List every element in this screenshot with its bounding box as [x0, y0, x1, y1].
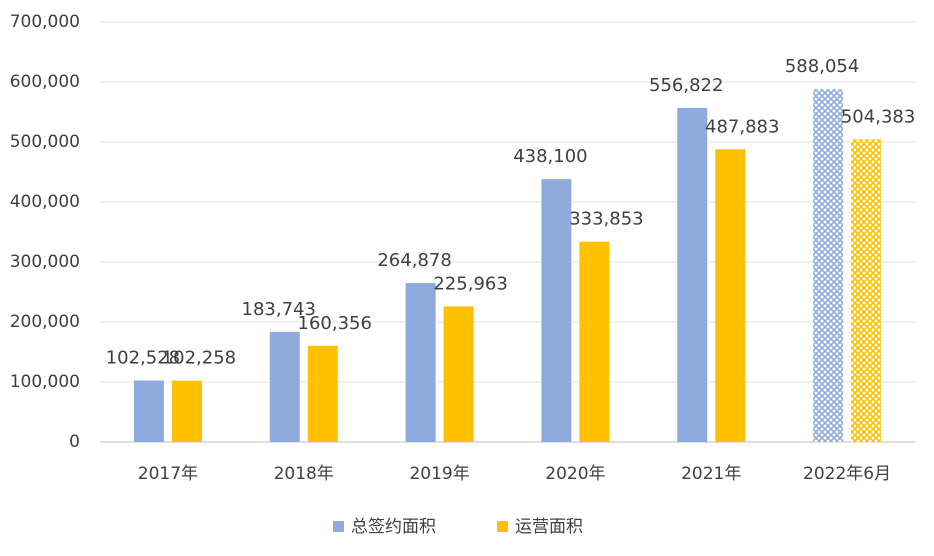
y-tick-label: 200,000	[10, 312, 80, 332]
x-tick-label: 2022年6月	[803, 464, 891, 484]
x-tick-label: 2017年	[138, 464, 198, 484]
bar	[443, 306, 474, 442]
y-tick-label: 300,000	[10, 252, 80, 272]
x-tick-label: 2018年	[274, 464, 334, 484]
y-tick-label: 400,000	[10, 192, 80, 212]
value-label: 504,383	[841, 106, 915, 127]
legend-label: 总签约面积	[351, 517, 436, 537]
value-label: 183,743	[242, 299, 316, 320]
value-label: 102,258	[162, 348, 236, 369]
value-label: 487,883	[705, 116, 779, 137]
value-label: 225,963	[433, 273, 507, 294]
bar	[851, 139, 882, 443]
value-label: 556,822	[649, 75, 723, 96]
legend-swatch	[497, 521, 508, 532]
y-tick-label: 0	[69, 432, 80, 452]
value-label: 588,054	[785, 56, 859, 77]
bar	[405, 283, 436, 442]
bar	[677, 107, 708, 442]
bar	[307, 345, 338, 442]
value-label: 102,528	[106, 347, 180, 368]
value-label: 264,878	[377, 250, 451, 271]
x-tick-label: 2019年	[409, 464, 469, 484]
y-tick-label: 600,000	[10, 72, 80, 92]
x-tick-label: 2020年	[545, 464, 605, 484]
value-label: 333,853	[569, 209, 643, 230]
y-tick-label: 500,000	[10, 132, 80, 152]
y-tick-label: 100,000	[10, 372, 80, 392]
value-label: 160,356	[298, 313, 372, 334]
x-tick-label: 2021年	[681, 464, 741, 484]
legend-label: 运营面积	[515, 517, 583, 537]
y-tick-label: 700,000	[10, 12, 80, 32]
bar	[133, 380, 164, 442]
bar	[171, 380, 202, 442]
bar	[715, 149, 746, 442]
value-label: 438,100	[513, 146, 587, 167]
legend-swatch	[333, 521, 344, 532]
bar	[269, 331, 300, 442]
bar	[579, 241, 610, 442]
bar	[813, 89, 844, 442]
bar	[541, 179, 572, 442]
